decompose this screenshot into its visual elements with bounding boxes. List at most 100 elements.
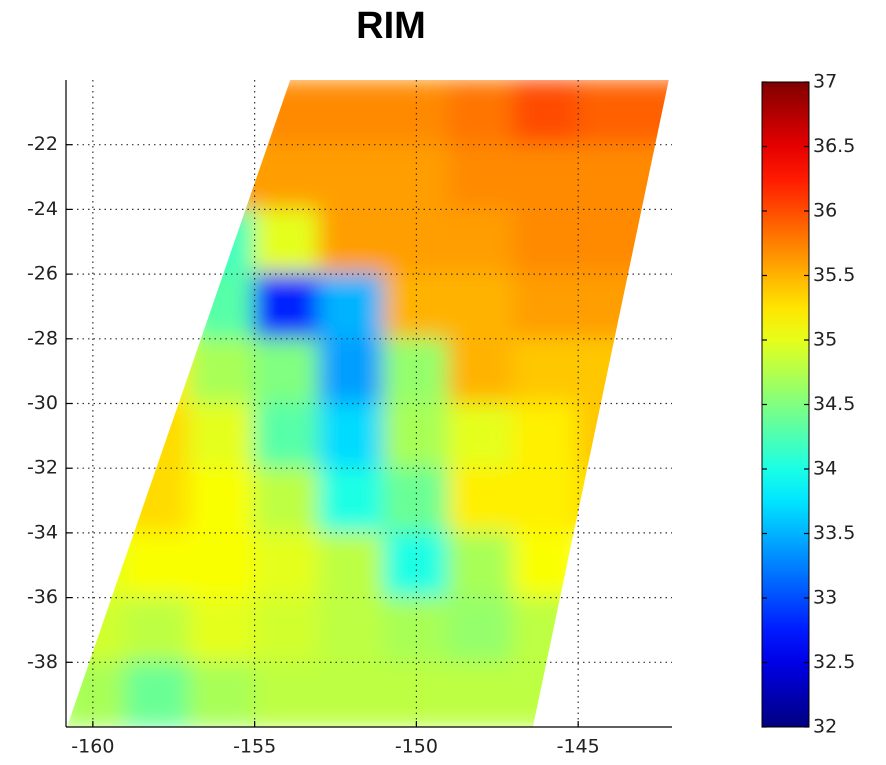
cell	[318, 80, 386, 146]
colorbar-label: 33	[813, 587, 837, 609]
cell	[124, 661, 191, 727]
cell	[512, 208, 580, 276]
cell	[641, 80, 669, 146]
chart-title: RIM	[356, 5, 426, 47]
cell	[512, 661, 580, 727]
colorbar-label: 34	[813, 458, 837, 480]
cell	[512, 273, 580, 340]
x-tick-label: -145	[557, 736, 600, 758]
cell	[188, 273, 256, 340]
y-tick-label: -22	[27, 133, 58, 155]
cell	[188, 143, 256, 211]
cell	[124, 596, 191, 664]
cell	[641, 143, 669, 211]
cell	[512, 143, 580, 211]
cell	[447, 661, 515, 727]
cell	[447, 208, 515, 276]
cell	[577, 143, 644, 211]
cell	[447, 531, 515, 599]
colorbar-label: 33.5	[813, 522, 855, 544]
cell	[318, 143, 386, 211]
cell	[318, 273, 386, 340]
cell	[253, 208, 321, 276]
cell	[188, 467, 256, 534]
cell	[447, 337, 515, 405]
cell	[447, 402, 515, 470]
cell	[188, 337, 256, 405]
cell	[577, 467, 644, 534]
cell	[253, 273, 321, 340]
cell	[447, 596, 515, 664]
cell	[318, 596, 386, 664]
cell	[512, 531, 580, 599]
cell	[383, 143, 450, 211]
cell	[124, 467, 191, 534]
cell	[188, 596, 256, 664]
x-tick-label: -150	[395, 736, 438, 758]
cell	[512, 596, 580, 664]
y-tick-label: -30	[27, 392, 58, 414]
y-tick-label: -34	[27, 521, 58, 543]
cell	[124, 337, 191, 405]
cell	[447, 80, 515, 146]
colorbar-label: 32	[813, 716, 837, 738]
y-tick-label: -24	[27, 198, 58, 220]
cell	[188, 208, 256, 276]
y-tick-label: -38	[27, 651, 58, 673]
colorbar-label: 34.5	[813, 393, 855, 415]
cell	[512, 80, 580, 146]
cell	[124, 208, 191, 276]
cell	[253, 661, 321, 727]
y-tick-label: -36	[27, 586, 58, 608]
cell	[577, 337, 644, 405]
y-tick-label: -32	[27, 457, 58, 479]
cell	[253, 402, 321, 470]
cell	[447, 273, 515, 340]
cell	[447, 143, 515, 211]
cell	[124, 402, 191, 470]
cell	[253, 531, 321, 599]
colorbar-label: 32.5	[813, 651, 855, 673]
cell	[318, 531, 386, 599]
cell	[577, 273, 644, 340]
colorbar-label: 36.5	[813, 135, 855, 157]
cell	[318, 402, 386, 470]
cell	[577, 80, 644, 146]
cell	[66, 661, 127, 727]
y-tick-label: -26	[27, 263, 58, 285]
cell	[188, 531, 256, 599]
cell	[318, 208, 386, 276]
cell	[253, 467, 321, 534]
cell	[188, 661, 256, 727]
cell	[188, 402, 256, 470]
cell	[253, 80, 321, 146]
cell	[318, 337, 386, 405]
cell	[124, 531, 191, 599]
colorbar-label: 35	[813, 329, 837, 351]
colorbar	[761, 81, 810, 728]
cell	[124, 273, 191, 340]
cell	[383, 337, 450, 405]
cell	[641, 273, 669, 340]
cell	[253, 143, 321, 211]
cell	[641, 208, 669, 276]
cell	[318, 467, 386, 534]
cell	[577, 208, 644, 276]
cell	[512, 467, 580, 534]
colorbar-label: 36	[813, 200, 837, 222]
cell	[253, 596, 321, 664]
x-tick-label: -155	[233, 736, 276, 758]
cell	[383, 80, 450, 146]
cell	[383, 208, 450, 276]
x-tick-label: -160	[71, 736, 114, 758]
cell	[66, 402, 127, 470]
cell	[318, 661, 386, 727]
colorbar-label: 35.5	[813, 264, 855, 286]
cell	[383, 402, 450, 470]
y-tick-label: -28	[27, 327, 58, 349]
cell	[512, 337, 580, 405]
cell	[447, 467, 515, 534]
colorbar-label: 37	[813, 71, 837, 93]
cell	[577, 402, 644, 470]
